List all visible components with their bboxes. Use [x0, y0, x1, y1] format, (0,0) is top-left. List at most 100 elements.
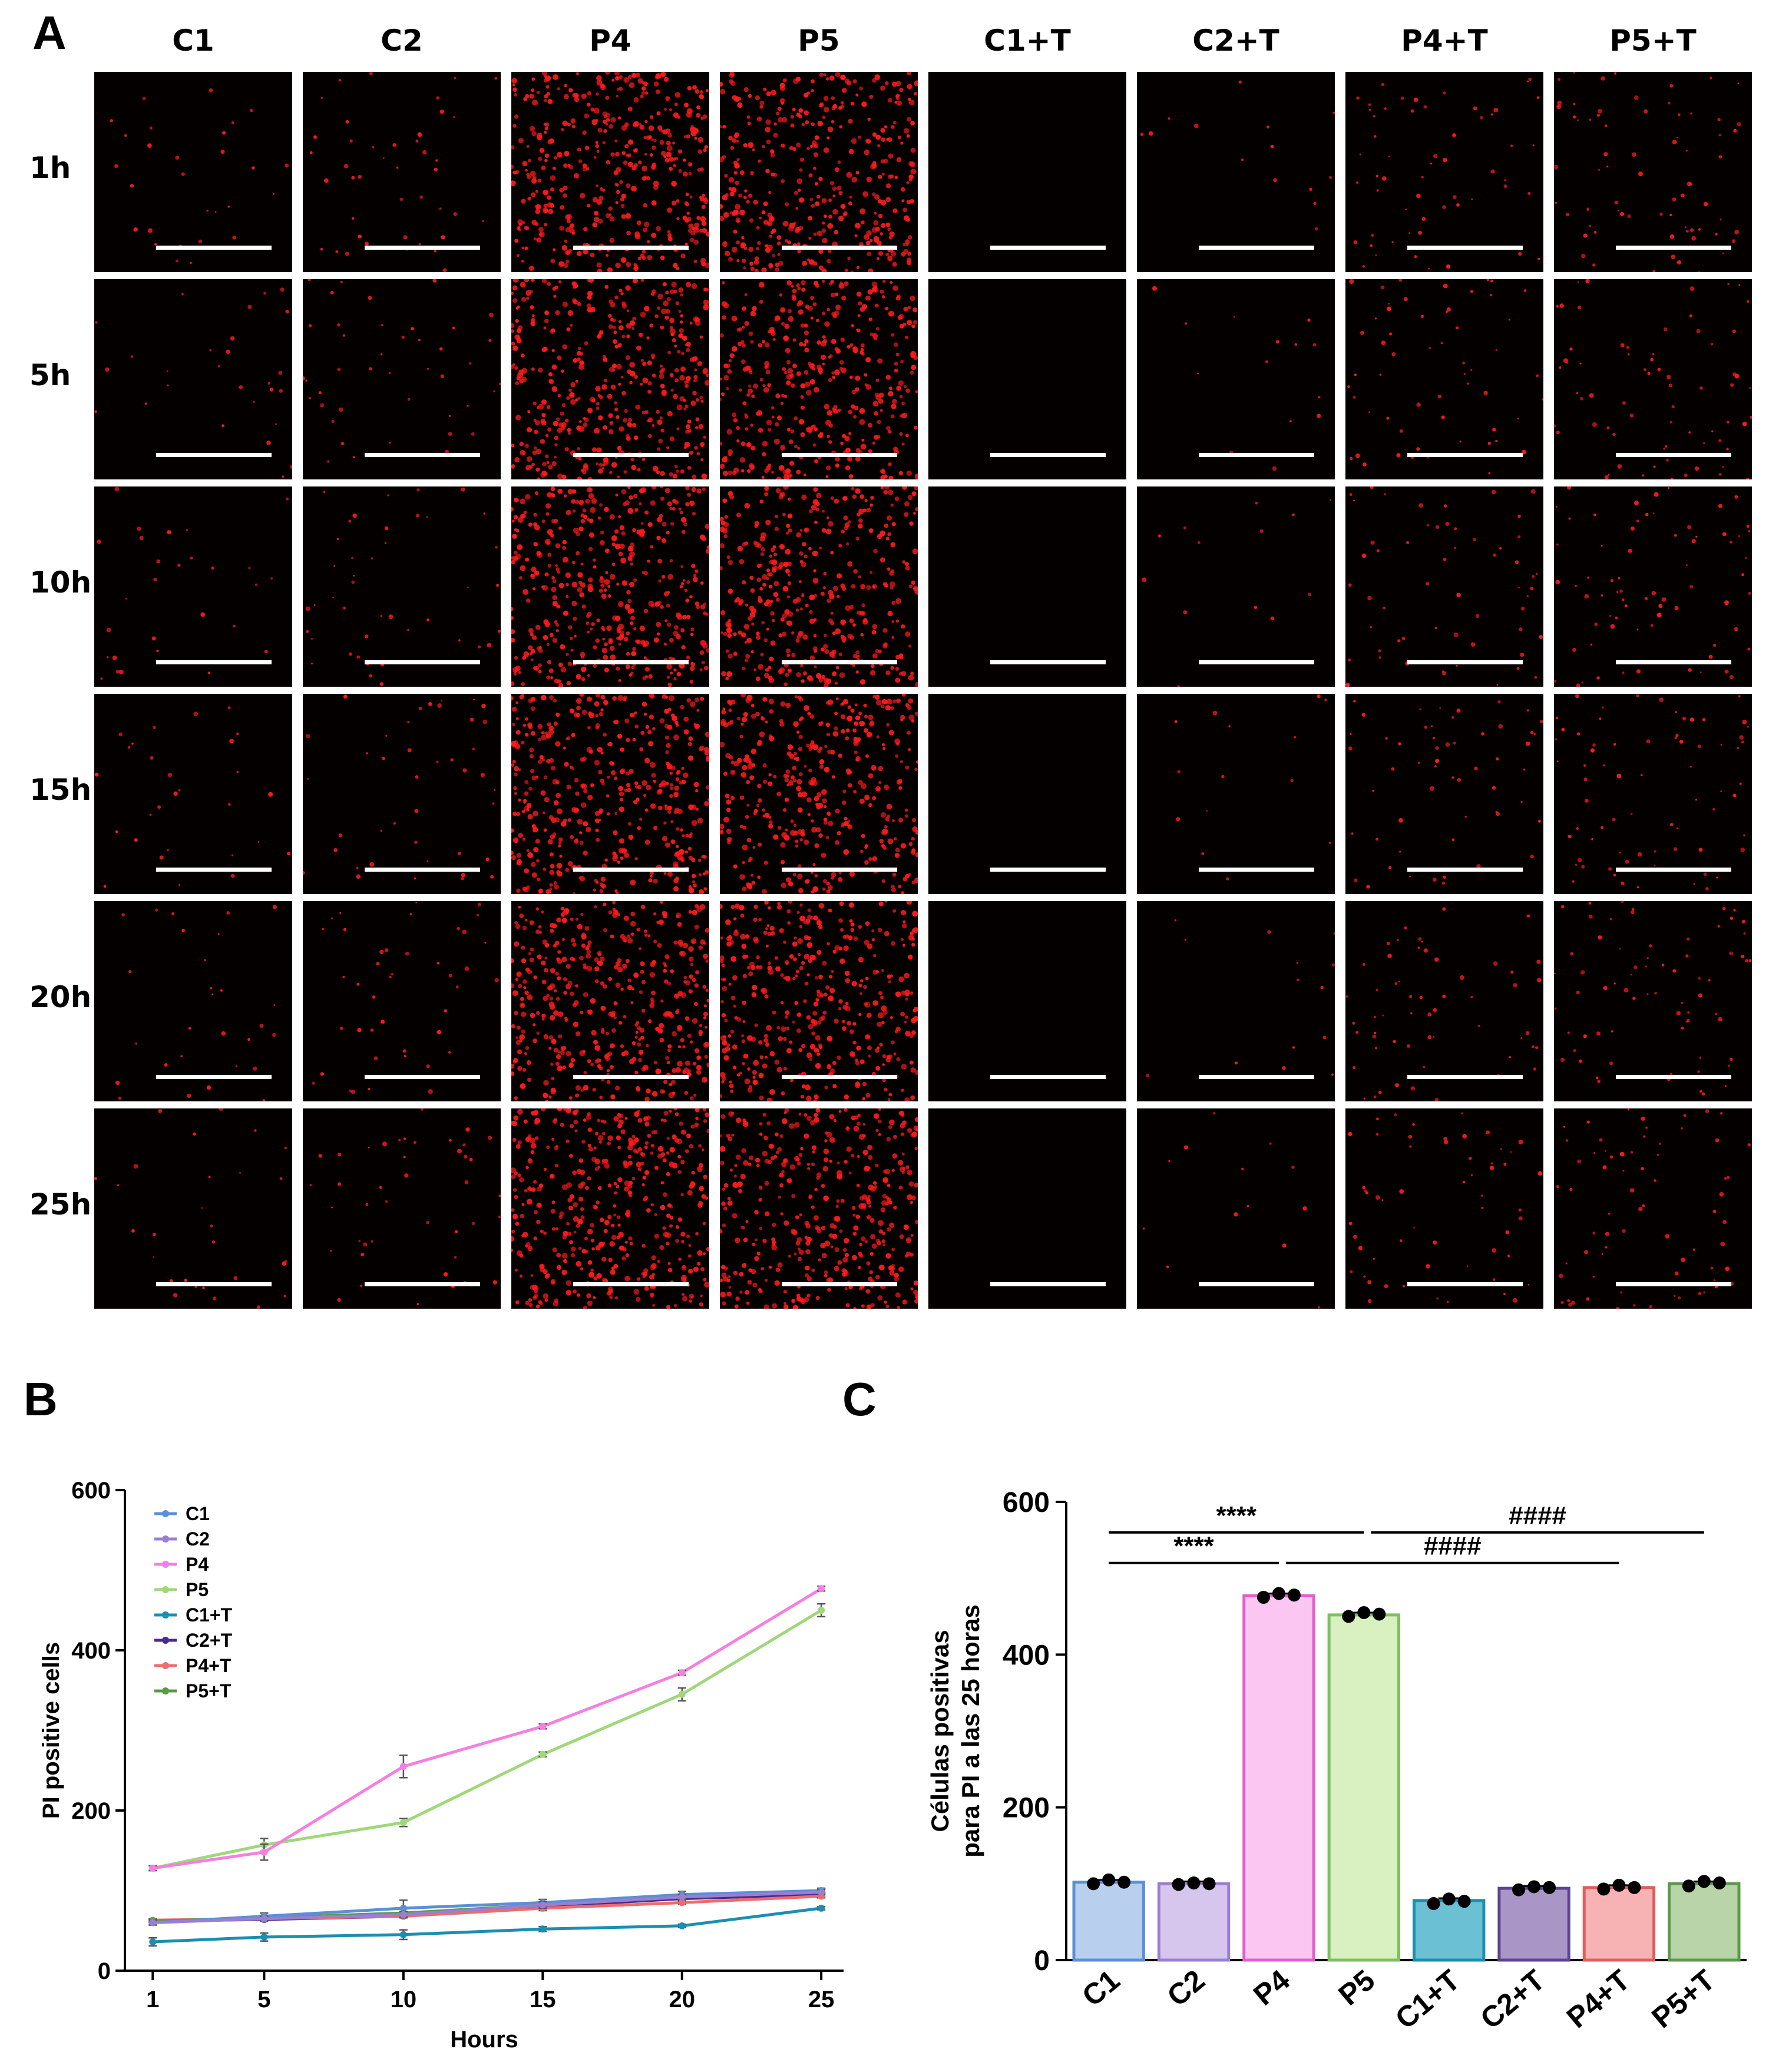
scale-bar	[990, 1282, 1106, 1286]
scale-bar	[1616, 453, 1731, 457]
data-point	[678, 1922, 686, 1929]
column-header-p4-plus-t: P4+T	[1401, 24, 1488, 58]
replicate-point	[1527, 1880, 1541, 1894]
column-header-p5-plus-t: P5+T	[1609, 24, 1697, 58]
fluorescence-dots	[928, 72, 1126, 272]
x-tick-label-p5: P5	[1332, 1964, 1381, 2012]
replicate-point	[1712, 1876, 1726, 1890]
legend: C1 C2 P4 P5 C1+T C2+T P4+T P5+T	[154, 1503, 233, 1702]
micrograph-p4-plus-t-5h	[1345, 279, 1543, 479]
micrograph-p4-1h	[511, 72, 709, 272]
data-point	[818, 1585, 825, 1593]
replicate-point	[1682, 1879, 1695, 1893]
legend-label-p4: P4	[186, 1554, 209, 1575]
data-point	[678, 1893, 686, 1901]
scale-bar	[156, 868, 272, 872]
micrograph-c1-plus-t-20h	[928, 901, 1126, 1101]
fluorescence-dots	[1146, 919, 1335, 1078]
legend-label-p4-plus-t: P4+T	[186, 1655, 232, 1676]
fluorescence-dots	[928, 694, 1126, 894]
fluorescence-dots	[1345, 486, 1543, 687]
scale-bar	[782, 453, 897, 457]
fluorescence-dots	[720, 486, 918, 687]
x-tick-label: 10	[391, 1987, 417, 2013]
micrograph-p5-10h	[720, 486, 918, 687]
bar-c2	[1157, 1882, 1231, 1962]
column-header-c1: C1	[172, 24, 214, 58]
micrograph-c1-1h	[94, 72, 292, 272]
data-point	[678, 1690, 686, 1698]
replicate-point	[1342, 1610, 1355, 1623]
data-point	[260, 1933, 268, 1941]
row-header-1h: 1h	[29, 151, 71, 185]
fluorescence-dots	[303, 694, 496, 881]
fluorescence-dots	[720, 279, 918, 479]
bar-c1-plus-t	[1412, 1899, 1486, 1962]
legend-label-c1: C1	[186, 1503, 210, 1524]
micrograph-c1-25h	[94, 1108, 292, 1309]
series-p5	[148, 1603, 826, 1872]
data-point	[260, 1848, 268, 1856]
data-point	[539, 1901, 547, 1909]
scale-bar	[1407, 246, 1523, 250]
x-tick-label: 5	[257, 1987, 270, 2013]
column-header-p4: P4	[589, 24, 631, 58]
scale-bar	[156, 1075, 272, 1079]
x-tick-label-c1-plus-t: C1+T	[1389, 1964, 1466, 2035]
scale-bar	[1407, 1075, 1523, 1079]
replicate-point	[1187, 1876, 1201, 1890]
fluorescence-dots	[1348, 1112, 1543, 1303]
scale-bar	[365, 660, 480, 664]
fluorescence-dots	[94, 287, 292, 478]
x-tick-label: 20	[669, 1987, 695, 2013]
significance-label: ****	[1216, 1501, 1257, 1530]
fluorescence-dots	[97, 486, 289, 680]
scale-bar	[1407, 453, 1523, 457]
bar-chart-pi-at-25h: 0 200 400 600 Células positivas para PI a las…	[926, 1487, 1747, 2035]
series-c2	[148, 1888, 826, 1927]
fluorescence-dots	[511, 486, 709, 687]
fluorescence-dots	[1554, 72, 1741, 272]
micrograph-p4-plus-t-25h	[1345, 1108, 1543, 1309]
micrograph-c1-5h	[94, 279, 292, 479]
fluorescence-dots	[1554, 486, 1751, 687]
fluorescence-dots	[511, 694, 709, 894]
scale-bar	[156, 1282, 272, 1286]
scale-bar	[1199, 1075, 1314, 1079]
micrograph-p5-5h	[720, 279, 918, 479]
micrograph-p4-10h	[511, 486, 709, 687]
fluorescence-dots	[1143, 1111, 1320, 1309]
x-tick-label-p5-plus-t: P5+T	[1645, 1964, 1721, 2035]
y-tick-label: 200	[71, 1798, 111, 1824]
fluorescence-dots	[928, 901, 1126, 1101]
micrograph-c2-20h	[303, 901, 501, 1101]
micrograph-p4-25h	[511, 1108, 709, 1309]
row-header-20h: 20h	[29, 980, 92, 1014]
legend-marker	[162, 1561, 169, 1568]
panel-label-a: A	[32, 6, 67, 59]
fluorescence-dots	[309, 72, 498, 272]
column-header-c2: C2	[381, 24, 423, 58]
micrograph-c1-plus-t-5h	[928, 279, 1126, 479]
bar-p5	[1327, 1613, 1401, 1962]
fluorescence-dots	[928, 486, 1126, 687]
significance-label: ****	[1173, 1532, 1214, 1561]
series-line-c2	[153, 1891, 822, 1924]
column-header-c2-plus-t: C2+T	[1192, 24, 1279, 58]
scale-bar	[1616, 660, 1731, 664]
scale-bar	[1616, 1075, 1731, 1079]
panel-label-c: C	[842, 1373, 877, 1425]
fluorescence-dots	[511, 1108, 709, 1309]
micrograph-c2-25h	[303, 1108, 501, 1309]
data-point	[149, 1919, 157, 1927]
bar-group-c1-plus-t	[1412, 1892, 1486, 1962]
legend-label-c2-plus-t: C2+T	[186, 1630, 233, 1651]
micrograph-p5-plus-t-1h	[1554, 72, 1752, 272]
scale-bar	[1407, 660, 1523, 664]
scale-bar	[365, 1282, 480, 1286]
micrograph-c1-plus-t-25h	[928, 1108, 1126, 1309]
scale-bar	[156, 246, 272, 250]
micrograph-p4-plus-t-10h	[1345, 486, 1543, 687]
fluorescence-dots	[1142, 499, 1331, 687]
